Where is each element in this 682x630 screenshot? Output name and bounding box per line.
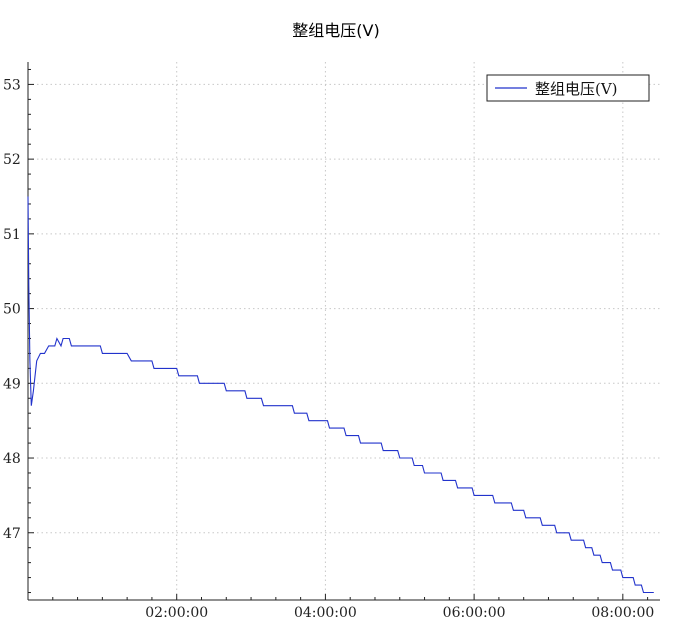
series-group bbox=[27, 196, 654, 594]
y-tick-label: 51 bbox=[3, 227, 21, 243]
y-tick-label: 47 bbox=[3, 526, 21, 542]
y-tick-label: 53 bbox=[3, 77, 21, 93]
x-tick-label: 08:00:00 bbox=[591, 605, 654, 621]
y-tick-label: 49 bbox=[3, 376, 21, 392]
grid-lines bbox=[28, 62, 660, 600]
tick-labels: 47 48 49 50 51 52 53 02:00:00 04:00:00 06:00:00 08… bbox=[3, 77, 654, 621]
y-tick-label: 52 bbox=[3, 152, 21, 168]
x-tick-label: 04:00:00 bbox=[294, 605, 357, 621]
legend: 整组电压(V) bbox=[486, 74, 650, 102]
chart-title: 整组电压(V) bbox=[292, 21, 379, 40]
series-line-0 bbox=[27, 196, 654, 594]
y-tick-label: 50 bbox=[3, 302, 21, 318]
x-tick-label: 06:00:00 bbox=[443, 605, 506, 621]
legend-label: 整组电压(V) bbox=[535, 80, 618, 98]
axes bbox=[27, 62, 660, 601]
x-tick-label: 02:00:00 bbox=[145, 605, 208, 621]
y-tick-label: 48 bbox=[3, 451, 21, 467]
